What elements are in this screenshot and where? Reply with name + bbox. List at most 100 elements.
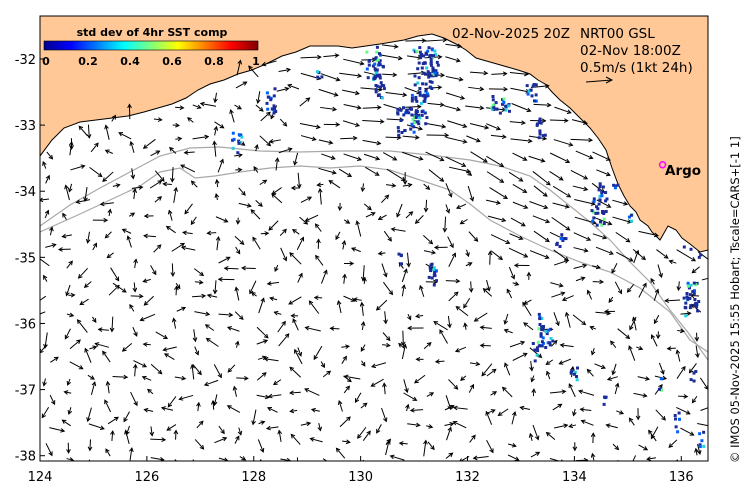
sst-patch-cell (561, 239, 565, 242)
current-vector-head (157, 369, 163, 375)
current-vector-head (688, 368, 694, 374)
current-vector-head (241, 456, 247, 461)
sst-patch-cell (432, 283, 436, 287)
sst-patch-cell (540, 340, 544, 344)
current-vector-head (261, 372, 267, 377)
current-vector-head (263, 339, 269, 344)
sst-patch-cell (686, 297, 690, 301)
sst-patch-cell (380, 96, 384, 100)
current-vector-head (294, 348, 299, 354)
current-vector (376, 424, 382, 434)
x-tick-label: 132 (455, 470, 480, 485)
current-vector-head (61, 419, 67, 424)
current-vector (105, 149, 113, 154)
current-vector-head (184, 209, 189, 215)
current-vector (252, 409, 257, 425)
current-vector-head (371, 363, 377, 369)
y-tick-label: -38 (15, 450, 36, 465)
current-vector-head (298, 272, 303, 278)
current-vector (697, 443, 701, 455)
current-vector (444, 216, 447, 232)
current-vector (342, 120, 360, 127)
current-vector-head (304, 217, 310, 222)
current-vector-head (143, 407, 149, 413)
current-vector (313, 345, 323, 360)
sst-patch-cell (537, 136, 541, 140)
current-vector (486, 155, 504, 167)
current-vector-head (157, 117, 163, 122)
credit-text: © IMOS 05-Nov-2025 15:55 Hobart; Tscale=… (728, 136, 742, 463)
current-vector-head (655, 334, 661, 340)
current-vector (668, 439, 678, 448)
sst-patch-cell (365, 67, 369, 71)
current-vector-head (267, 393, 273, 399)
current-vector-head (501, 134, 507, 140)
x-axis: 124 126 128 130 132 134 136 (28, 456, 694, 485)
sst-patch-cell (698, 445, 702, 449)
sst-patch-cell (692, 371, 696, 375)
current-vector-head (473, 237, 479, 242)
current-vector-head (425, 185, 431, 191)
current-vector (653, 289, 659, 301)
current-vector (419, 285, 425, 297)
current-vector (235, 81, 247, 89)
current-vector (657, 264, 663, 278)
current-vector (84, 187, 88, 202)
current-vector-head (56, 463, 60, 467)
current-vector-head (133, 258, 138, 264)
current-vector (486, 439, 494, 453)
current-vector (381, 407, 387, 422)
sst-patch-cell (596, 211, 600, 215)
sst-patch-cell (414, 116, 418, 119)
sst-patch-cell (410, 99, 414, 103)
current-vector-head (335, 76, 341, 82)
sst-patch-cell (534, 99, 538, 103)
current-vector-head (45, 174, 50, 180)
current-vector-head (170, 177, 175, 183)
current-vector-head (274, 267, 279, 273)
current-vector (147, 389, 154, 395)
current-vector-head (238, 315, 244, 321)
current-vector-head (459, 219, 465, 225)
current-vector (87, 374, 95, 380)
sst-patch-cell (373, 67, 377, 71)
current-vector-head (391, 183, 397, 188)
current-vector-head (426, 342, 432, 347)
current-vector-head (529, 366, 534, 372)
current-vector (383, 383, 386, 395)
current-vector-head (510, 274, 516, 280)
current-vector (469, 122, 489, 129)
current-vector (320, 106, 337, 111)
current-vector (355, 392, 362, 403)
sst-patch-cell (429, 263, 433, 267)
current-vector (508, 171, 523, 182)
current-vector (322, 370, 331, 378)
current-vector (87, 124, 90, 138)
current-vector (214, 280, 217, 294)
current-vector (343, 104, 361, 109)
current-vector (179, 394, 194, 400)
argo-marker-icon[interactable] (658, 161, 667, 169)
current-vector-head (173, 186, 179, 192)
current-vector-head (565, 158, 571, 164)
current-vector (445, 452, 453, 459)
current-vector (305, 326, 321, 332)
current-vector-head (92, 242, 97, 248)
current-vector-head (397, 55, 403, 61)
current-vector (444, 405, 455, 411)
current-vector-head (223, 266, 229, 271)
current-vector-head (315, 124, 321, 130)
current-vector-head (603, 309, 609, 314)
current-vector-head (580, 276, 586, 281)
current-vector (559, 358, 572, 365)
current-vector-head (199, 271, 205, 277)
current-vector-head (114, 276, 120, 282)
sst-patch-cell (688, 306, 692, 310)
current-vector-head (282, 256, 288, 262)
current-vector (403, 392, 417, 401)
sst-patch-cell (434, 53, 438, 57)
current-vector-head (605, 171, 611, 177)
current-vector (614, 383, 619, 395)
sst-patch-cell (427, 275, 431, 279)
current-vector (196, 420, 204, 429)
